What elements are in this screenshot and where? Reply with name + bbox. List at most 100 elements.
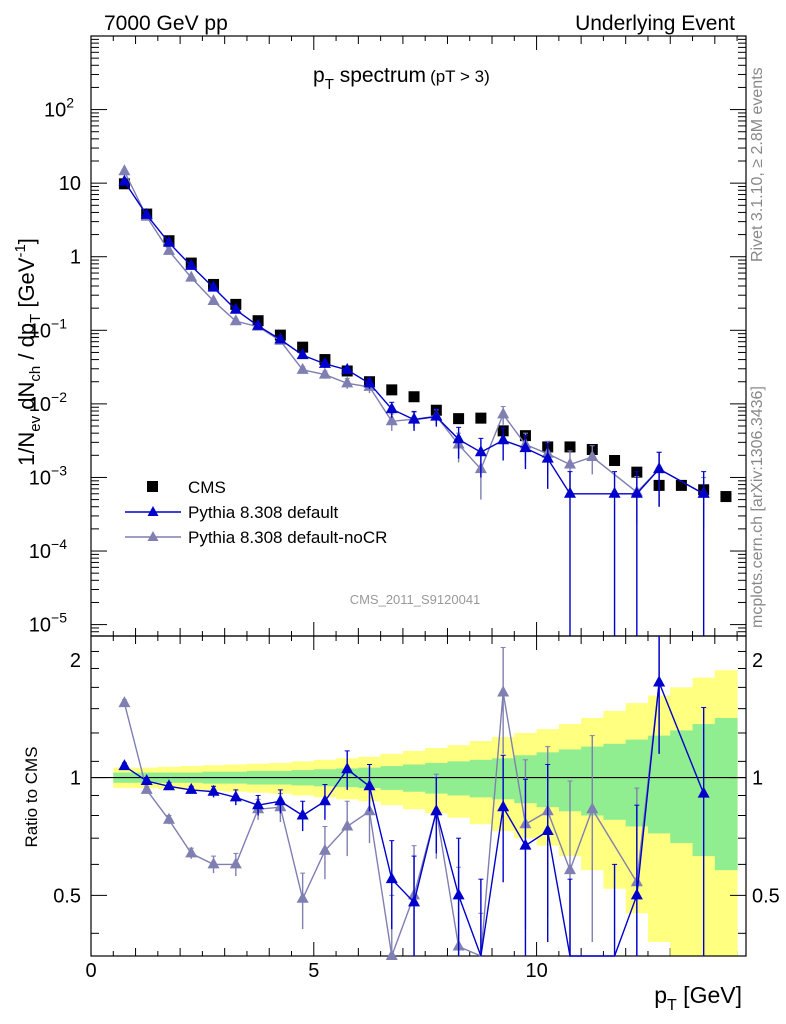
band-inner bbox=[714, 717, 738, 871]
legend-label-cms: CMS bbox=[188, 478, 226, 497]
y-tick-label: 102 bbox=[44, 95, 74, 122]
default-marker bbox=[408, 412, 421, 424]
ratio-frame bbox=[90, 635, 747, 957]
default-line bbox=[123, 181, 705, 495]
cms-marker bbox=[386, 384, 398, 396]
default-series bbox=[118, 174, 710, 636]
ratio-nocr-marker bbox=[296, 891, 309, 903]
y-tick-label: 1 bbox=[70, 247, 81, 269]
ratio-default-marker bbox=[207, 784, 220, 796]
default-marker bbox=[318, 356, 331, 368]
ratio-default-marker bbox=[653, 675, 666, 687]
ratio-nocr-marker bbox=[229, 857, 242, 869]
default-marker bbox=[653, 462, 666, 474]
ratio-default-marker bbox=[274, 794, 287, 806]
band-inner bbox=[469, 759, 493, 798]
ratio-default-marker bbox=[140, 773, 153, 785]
ratio-default-marker bbox=[452, 888, 465, 900]
cms-marker bbox=[297, 341, 309, 353]
default-marker bbox=[474, 445, 487, 457]
ratio-y-tick-label: 0.5 bbox=[53, 885, 81, 907]
nocr-marker bbox=[563, 457, 576, 469]
ratio-default-marker bbox=[385, 872, 398, 884]
ratio-default-marker bbox=[296, 808, 309, 820]
ratio-nocr-marker bbox=[185, 846, 198, 858]
ratio-default-marker bbox=[363, 779, 376, 791]
nocr-marker bbox=[385, 414, 398, 426]
header-left: 7000 GeV pp bbox=[104, 12, 228, 35]
default-marker bbox=[608, 486, 621, 498]
default-marker bbox=[274, 332, 287, 344]
ratio-nocr-marker bbox=[586, 802, 599, 814]
default-marker bbox=[207, 280, 220, 292]
ratio-y-tick-label-right: 1 bbox=[752, 768, 763, 790]
nocr-marker bbox=[497, 407, 510, 419]
legend-marker-cms bbox=[147, 481, 158, 492]
band-inner bbox=[603, 743, 627, 820]
ratio-default-marker bbox=[497, 800, 510, 812]
cms-marker bbox=[453, 413, 465, 425]
cms-marker bbox=[408, 391, 420, 403]
default-marker bbox=[229, 302, 242, 314]
default-marker bbox=[162, 235, 175, 247]
ratio-panel: 0 5 10 0.5 0.5 1 1 2 2 bbox=[53, 635, 780, 982]
ratio-nocr-marker bbox=[162, 812, 175, 824]
ratio-nocr-marker bbox=[140, 782, 153, 794]
main-panel: 102 10 1 10−1 10−2 10−3 10−4 10−5 bbox=[29, 35, 747, 956]
ratio-default-marker bbox=[430, 804, 443, 816]
ratio-nocr-marker bbox=[118, 696, 131, 708]
ratio-default-marker bbox=[252, 798, 265, 810]
legend: CMS Pythia 8.308 default Pythia 8.308 de… bbox=[125, 478, 387, 547]
default-marker bbox=[118, 174, 131, 186]
band-inner bbox=[670, 730, 694, 844]
legend-label-default: Pythia 8.308 default bbox=[188, 503, 339, 522]
mcplots-label: mcplots.cern.ch [arXiv:1306.3436] bbox=[749, 386, 766, 628]
cms-marker bbox=[720, 491, 732, 503]
default-marker bbox=[185, 258, 198, 270]
ratio-nocr-marker bbox=[385, 949, 398, 960]
ratio-default-marker bbox=[118, 759, 131, 771]
default-marker bbox=[563, 486, 576, 498]
default-marker bbox=[296, 348, 309, 360]
ratio-default-marker bbox=[408, 895, 421, 907]
ratio-default-marker bbox=[229, 790, 242, 802]
band-inner bbox=[625, 739, 649, 827]
nocr-marker bbox=[118, 164, 131, 176]
ratio-default-marker bbox=[519, 838, 532, 850]
band-inner bbox=[647, 735, 671, 834]
ratio-default-marker bbox=[341, 762, 354, 774]
rivet-label: Rivet 3.1.10, ≥ 2.8M events bbox=[749, 67, 766, 262]
nocr-marker bbox=[318, 367, 331, 379]
default-marker bbox=[363, 376, 376, 388]
nocr-series bbox=[118, 164, 710, 529]
default-marker bbox=[497, 433, 510, 445]
main-y-label: 1/Nev dNch / dpT [GeV-1] bbox=[12, 238, 44, 466]
x-tick-label: 10 bbox=[525, 960, 547, 982]
legend-marker-default bbox=[147, 506, 159, 516]
ratio-y-label: Ratio to CMS bbox=[22, 746, 41, 847]
cms-marker bbox=[475, 412, 487, 424]
x-tick-label: 0 bbox=[85, 960, 96, 982]
legend-marker-nocr bbox=[147, 531, 159, 541]
legend-label-nocr: Pythia 8.308 default-noCR bbox=[188, 528, 387, 547]
analysis-watermark: CMS_2011_S9120041 bbox=[350, 592, 481, 607]
nocr-marker bbox=[207, 294, 220, 306]
default-marker bbox=[630, 486, 643, 498]
y-tick-label: 10−4 bbox=[29, 536, 67, 563]
default-marker bbox=[252, 318, 265, 330]
cms-marker bbox=[564, 441, 576, 453]
nocr-marker bbox=[341, 376, 354, 388]
y-tick-label: 10−2 bbox=[29, 389, 67, 416]
ratio-default-marker bbox=[185, 782, 198, 794]
y-tick-label: 10−5 bbox=[29, 610, 67, 637]
ratio-nocr-marker bbox=[563, 863, 576, 875]
header-right: Underlying Event bbox=[575, 12, 735, 35]
ratio-nocr-marker bbox=[341, 819, 354, 831]
ratio-nocr-marker bbox=[207, 857, 220, 869]
nocr-marker bbox=[162, 243, 175, 255]
default-marker bbox=[385, 402, 398, 414]
cms-series bbox=[118, 178, 732, 503]
nocr-line bbox=[123, 170, 705, 495]
default-marker bbox=[341, 362, 354, 374]
ratio-default-marker bbox=[697, 786, 710, 798]
